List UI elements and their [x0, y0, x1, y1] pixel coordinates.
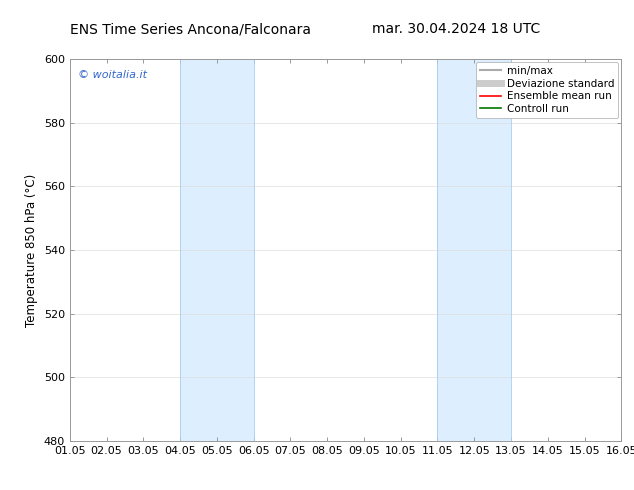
Y-axis label: Temperature 850 hPa (°C): Temperature 850 hPa (°C) [25, 173, 38, 326]
Text: © woitalia.it: © woitalia.it [78, 70, 147, 80]
Text: mar. 30.04.2024 18 UTC: mar. 30.04.2024 18 UTC [372, 22, 541, 36]
Bar [437, 59, 511, 441]
Text: ENS Time Series Ancona/Falconara: ENS Time Series Ancona/Falconara [70, 22, 311, 36]
Legend: min/max, Deviazione standard, Ensemble mean run, Controll run: min/max, Deviazione standard, Ensemble m… [476, 62, 618, 118]
Bar [180, 59, 254, 441]
